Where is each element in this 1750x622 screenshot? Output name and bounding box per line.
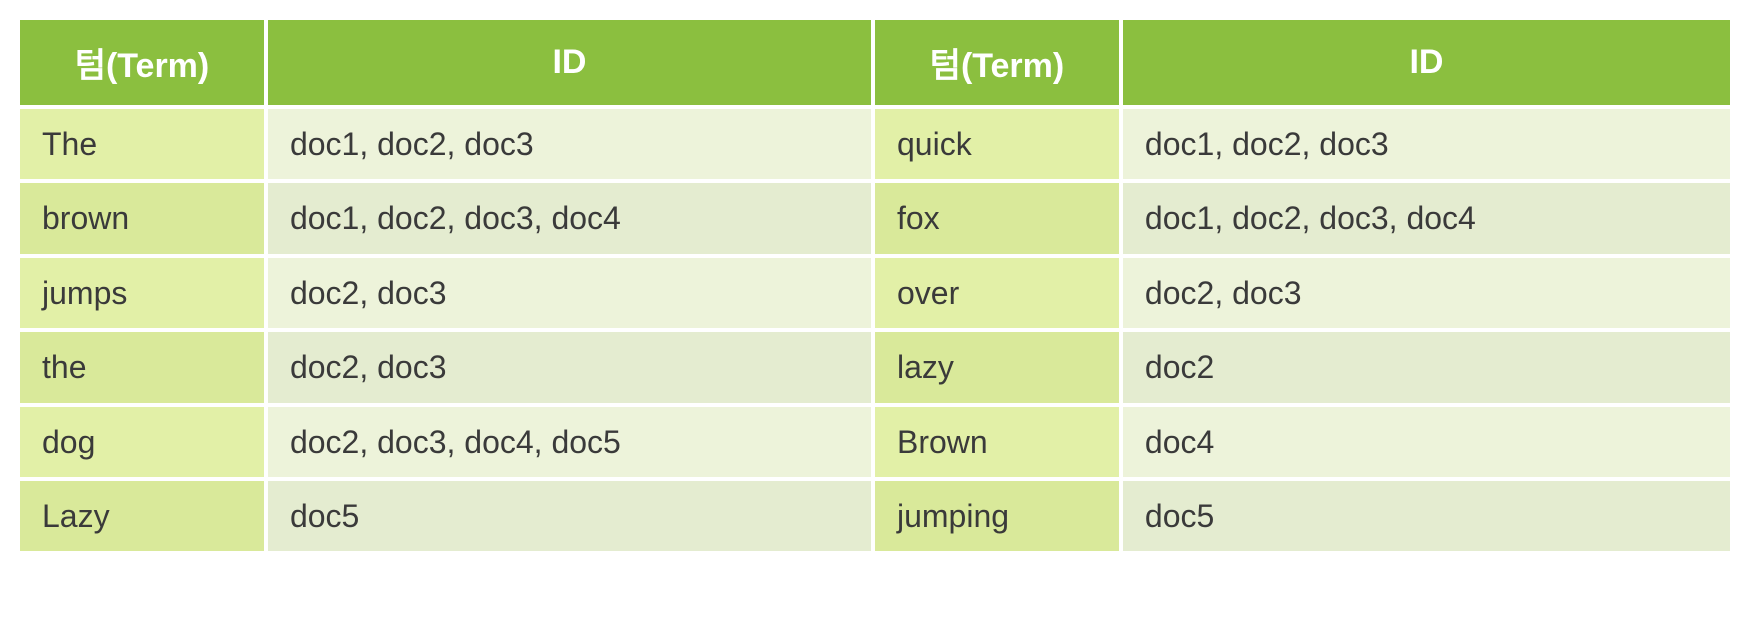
cell-id: doc1, doc2, doc3, doc4 [268, 179, 875, 253]
table-row: brown doc1, doc2, doc3, doc4 fox doc1, d… [20, 179, 1730, 253]
cell-term: Brown [875, 403, 1123, 477]
table-body: The doc1, doc2, doc3 quick doc1, doc2, d… [20, 105, 1730, 551]
cell-id: doc2, doc3 [1123, 254, 1730, 328]
cell-id: doc1, doc2, doc3, doc4 [1123, 179, 1730, 253]
cell-term: jumping [875, 477, 1123, 551]
term-id-table: 텀(Term) ID 텀(Term) ID The doc1, doc2, do… [20, 20, 1730, 551]
inverted-index-table: 텀(Term) ID 텀(Term) ID The doc1, doc2, do… [20, 20, 1730, 551]
cell-term: over [875, 254, 1123, 328]
cell-id: doc2, doc3, doc4, doc5 [268, 403, 875, 477]
cell-term: lazy [875, 328, 1123, 402]
col-header-term-1: 텀(Term) [20, 20, 268, 105]
table-row: dog doc2, doc3, doc4, doc5 Brown doc4 [20, 403, 1730, 477]
cell-id: doc4 [1123, 403, 1730, 477]
table-row: The doc1, doc2, doc3 quick doc1, doc2, d… [20, 105, 1730, 179]
cell-id: doc1, doc2, doc3 [1123, 105, 1730, 179]
table-row: Lazy doc5 jumping doc5 [20, 477, 1730, 551]
table-row: the doc2, doc3 lazy doc2 [20, 328, 1730, 402]
col-header-id-1: ID [268, 20, 875, 105]
cell-id: doc2, doc3 [268, 254, 875, 328]
cell-id: doc2, doc3 [268, 328, 875, 402]
cell-term: The [20, 105, 268, 179]
cell-id: doc5 [268, 477, 875, 551]
cell-id: doc2 [1123, 328, 1730, 402]
cell-term: quick [875, 105, 1123, 179]
cell-term: dog [20, 403, 268, 477]
cell-term: the [20, 328, 268, 402]
col-header-id-2: ID [1123, 20, 1730, 105]
cell-id: doc1, doc2, doc3 [268, 105, 875, 179]
cell-term: jumps [20, 254, 268, 328]
cell-term: fox [875, 179, 1123, 253]
col-header-term-2: 텀(Term) [875, 20, 1123, 105]
table-row: jumps doc2, doc3 over doc2, doc3 [20, 254, 1730, 328]
cell-id: doc5 [1123, 477, 1730, 551]
cell-term: brown [20, 179, 268, 253]
cell-term: Lazy [20, 477, 268, 551]
table-header-row: 텀(Term) ID 텀(Term) ID [20, 20, 1730, 105]
